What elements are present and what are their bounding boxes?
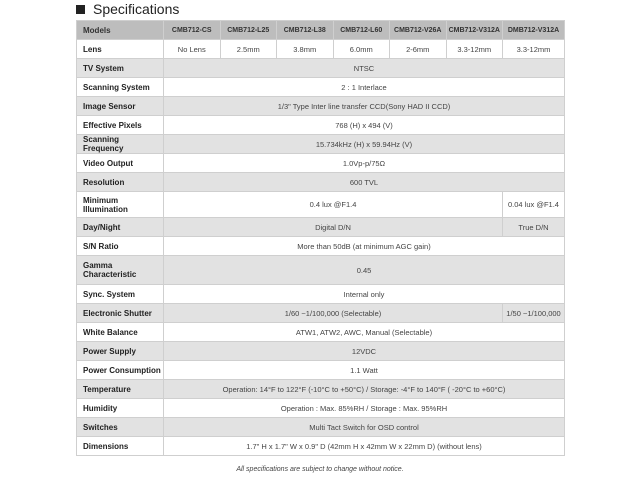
row-label: TV System <box>76 58 164 78</box>
table-row: Image Sensor 1/3" Type Inter line transfe… <box>76 96 565 116</box>
row-label: Dimensions <box>76 436 164 456</box>
table-row: Scanning System 2 : 1 Interlace <box>76 77 565 97</box>
row-label: Power Supply <box>76 341 164 361</box>
model-header: CMB712-CS <box>163 20 221 40</box>
row-value: 3.3-12mm <box>502 39 565 59</box>
row-value: 1/3" Type Inter line transfer CCD(Sony H… <box>163 96 565 116</box>
row-value: 3.8mm <box>276 39 334 59</box>
row-value: 1.1 Watt <box>163 360 565 380</box>
row-value: 0.04 lux @F1.4 <box>502 191 565 218</box>
model-header: CMB712-L25 <box>219 20 277 40</box>
row-value: More than 50dB (at minimum AGC gain) <box>163 236 565 256</box>
row-label: Power Consumption <box>76 360 164 380</box>
row-label: Lens <box>76 39 164 59</box>
model-header: CMB712-V312A <box>445 20 503 40</box>
table-row: S/N Ratio More than 50dB (at minimum AGC … <box>76 236 565 256</box>
header-label: Models <box>76 20 164 40</box>
table-row: Sync. System Internal only <box>76 284 565 304</box>
row-value: 2-6mm <box>389 39 447 59</box>
table-row: TV System NTSC <box>76 58 565 78</box>
row-value: 12VDC <box>163 341 565 361</box>
row-label: Scanning System <box>76 77 164 97</box>
table-row: Humidity Operation : Max. 85%RH / Storage… <box>76 398 565 418</box>
disclaimer-note: All specifications are subject to change… <box>236 466 404 473</box>
row-label: S/N Ratio <box>76 236 164 256</box>
row-value: 1/60 ~1/100,000 (Selectable) <box>163 303 503 323</box>
row-label: Effective Pixels <box>76 115 164 135</box>
table-row: Lens No Lens 2.5mm 3.8mm 6.0mm 2-6mm 3.3-12mm 3… <box>76 39 565 59</box>
row-value: 2.5mm <box>219 39 277 59</box>
row-value: Multi Tact Switch for OSD control <box>163 417 565 437</box>
row-label: Image Sensor <box>76 96 164 116</box>
row-value: 0.45 <box>163 255 565 285</box>
row-label: Electronic Shutter <box>76 303 164 323</box>
row-label: Minimum Illumination <box>76 191 164 218</box>
row-value: True D/N <box>502 217 565 237</box>
row-label: Day/Night <box>76 217 164 237</box>
table-row: Minimum Illumination 0.4 lux @F1.4 0.04 lu… <box>76 191 565 218</box>
table-row: Power Consumption 1.1 Watt <box>76 360 565 380</box>
row-value: Digital D/N <box>163 217 503 237</box>
table-row: Day/Night Digital D/N True D/N <box>76 217 565 237</box>
row-label: Resolution <box>76 172 164 192</box>
row-value: No Lens <box>163 39 221 59</box>
spec-table: Models CMB712-CS CMB712-L25 CMB712-L38 CMB71… <box>76 20 565 456</box>
table-row: Electronic Shutter 1/60 ~1/100,000 (Selec… <box>76 303 565 323</box>
row-value: 1.0Vp-p/75Ω <box>163 153 565 173</box>
model-header: CMB712-L38 <box>276 20 334 40</box>
row-label: Gamma Characteristic <box>76 255 164 285</box>
row-value: 1.7" H x 1.7" W x 0.9" D (42mm H x 42mm … <box>163 436 565 456</box>
row-value: Internal only <box>163 284 565 304</box>
row-value: 600 TVL <box>163 172 565 192</box>
table-row: Video Output 1.0Vp-p/75Ω <box>76 153 565 173</box>
row-label: White Balance <box>76 322 164 342</box>
table-row: Switches Multi Tact Switch for OSD contro… <box>76 417 565 437</box>
model-header: CMB712-L60 <box>332 20 390 40</box>
row-value: 15.734kHz (H) x 59.94Hz (V) <box>163 134 565 154</box>
table-row: Resolution 600 TVL <box>76 172 565 192</box>
table-row: Gamma Characteristic 0.45 <box>76 255 565 285</box>
row-label: Scanning Frequency <box>76 134 164 154</box>
table-row: Temperature Operation: 14°F to 122°F (-10… <box>76 379 565 399</box>
table-row: White Balance ATW1, ATW2, AWC, Manual (Se… <box>76 322 565 342</box>
table-row: Dimensions 1.7" H x 1.7" W x 0.9" D (42mm… <box>76 436 565 456</box>
table-header-row: Models CMB712-CS CMB712-L25 CMB712-L38 CMB71… <box>76 20 565 40</box>
row-value: Operation: 14°F to 122°F (-10°C to +50°C… <box>163 379 565 399</box>
row-value: 0.4 lux @F1.4 <box>163 191 503 218</box>
row-value: ATW1, ATW2, AWC, Manual (Selectable) <box>163 322 565 342</box>
row-label: Humidity <box>76 398 164 418</box>
row-value: 2 : 1 Interlace <box>163 77 565 97</box>
table-row: Power Supply 12VDC <box>76 341 565 361</box>
section-title-text: Specifications <box>93 1 180 17</box>
section-title: Specifications <box>76 1 179 17</box>
square-bullet-icon <box>76 4 85 14</box>
row-label: Video Output <box>76 153 164 173</box>
table-row: Scanning Frequency 15.734kHz (H) x 59.94H… <box>76 134 565 154</box>
model-header: CMB712-V26A <box>389 20 447 40</box>
row-value: 6.0mm <box>332 39 390 59</box>
table-row: Effective Pixels 768 (H) x 494 (V) <box>76 115 565 135</box>
row-label: Switches <box>76 417 164 437</box>
row-value: 768 (H) x 494 (V) <box>163 115 565 135</box>
row-value: NTSC <box>163 58 565 78</box>
row-label: Temperature <box>76 379 164 399</box>
model-header: DMB712-V312A <box>502 20 565 40</box>
row-value: 3.3-12mm <box>445 39 503 59</box>
row-value: 1/50 ~1/100,000 <box>502 303 565 323</box>
row-label: Sync. System <box>76 284 164 304</box>
row-value: Operation : Max. 85%RH / Storage : Max. … <box>163 398 565 418</box>
